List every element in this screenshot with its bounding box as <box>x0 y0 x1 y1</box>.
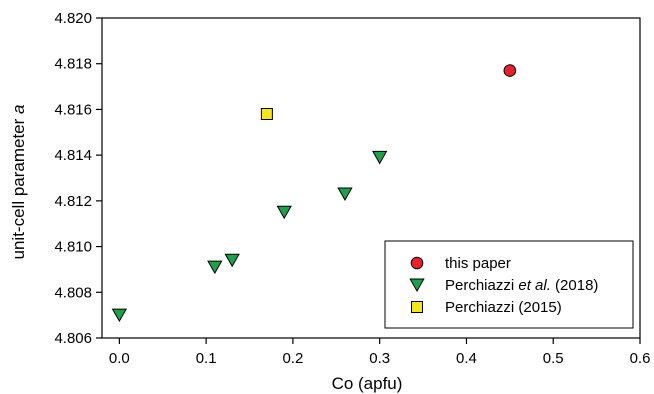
plot-border <box>101 17 641 339</box>
data-point-perchiazzi-2018 <box>276 205 292 220</box>
y-axis: 4.806 4.808 4.810 4.812 4.814 4.816 4.818 4.820 <box>54 10 102 347</box>
y-axis-title: unit-cell parameter a <box>9 105 28 260</box>
y-tick-label: 4.818 <box>54 56 92 73</box>
data-point-perchiazzi-2018 <box>207 260 223 275</box>
y-tick-label: 4.808 <box>54 284 92 301</box>
y-tick-label: 4.816 <box>54 101 92 118</box>
y-tick-label: 4.820 <box>54 10 92 27</box>
data-point-perchiazzi-2015 <box>260 108 273 120</box>
legend-item-perchiazzi-2015: Perchiazzi (2015) <box>411 299 562 316</box>
x-axis-title: Co (apfu) <box>332 374 403 393</box>
series-this-paper <box>503 64 517 77</box>
x-tick-label: 0.4 <box>456 350 477 367</box>
y-tick-label: 4.806 <box>54 330 92 347</box>
x-tick-label: 0.2 <box>282 350 303 367</box>
x-tick-label: 0.0 <box>109 350 130 367</box>
legend-box <box>384 240 634 329</box>
legend-label-perchiazzi-2015: Perchiazzi (2015) <box>445 299 562 316</box>
x-tick-label: 0.1 <box>196 350 217 367</box>
data-point-perchiazzi-2018 <box>337 187 353 202</box>
y-axis-title-text: unit-cell parameter <box>9 114 28 260</box>
legend-item-perchiazzi-2018: Perchiazzi et al. (2018) <box>409 277 598 294</box>
legend-item-this-paper: this paper <box>410 255 511 272</box>
x-tick-label: 0.6 <box>630 350 651 367</box>
series-perchiazzi-2015 <box>260 108 273 120</box>
y-tick-label: 4.812 <box>54 193 92 210</box>
legend-marker-this-paper <box>410 256 424 270</box>
x-tick-label: 0.5 <box>543 350 564 367</box>
data-point-this-paper <box>503 64 517 77</box>
legend-marker-perchiazzi-2015 <box>411 301 423 313</box>
legend-label-this-paper: this paper <box>445 255 511 272</box>
legend-label-perchiazzi-2018: Perchiazzi et al. (2018) <box>445 277 598 294</box>
y-tick-label: 4.810 <box>54 239 92 256</box>
data-point-perchiazzi-2018 <box>111 308 128 323</box>
legend: this paper Perchiazzi et al. (2018) Perchi… <box>384 240 634 329</box>
x-tick-label: 0.3 <box>369 350 390 367</box>
data-point-perchiazzi-2018 <box>372 150 388 165</box>
y-tick-label: 4.814 <box>54 147 92 164</box>
series-perchiazzi-2018 <box>111 150 388 323</box>
legend-marker-perchiazzi-2018 <box>409 278 425 293</box>
plot-area <box>101 17 641 339</box>
data-point-perchiazzi-2018 <box>224 253 240 268</box>
data-points <box>111 64 517 323</box>
y-axis-title-symbol: a <box>9 105 28 114</box>
x-axis: 0.0 0.1 0.2 0.3 0.4 0.5 0.6 <box>109 338 651 367</box>
